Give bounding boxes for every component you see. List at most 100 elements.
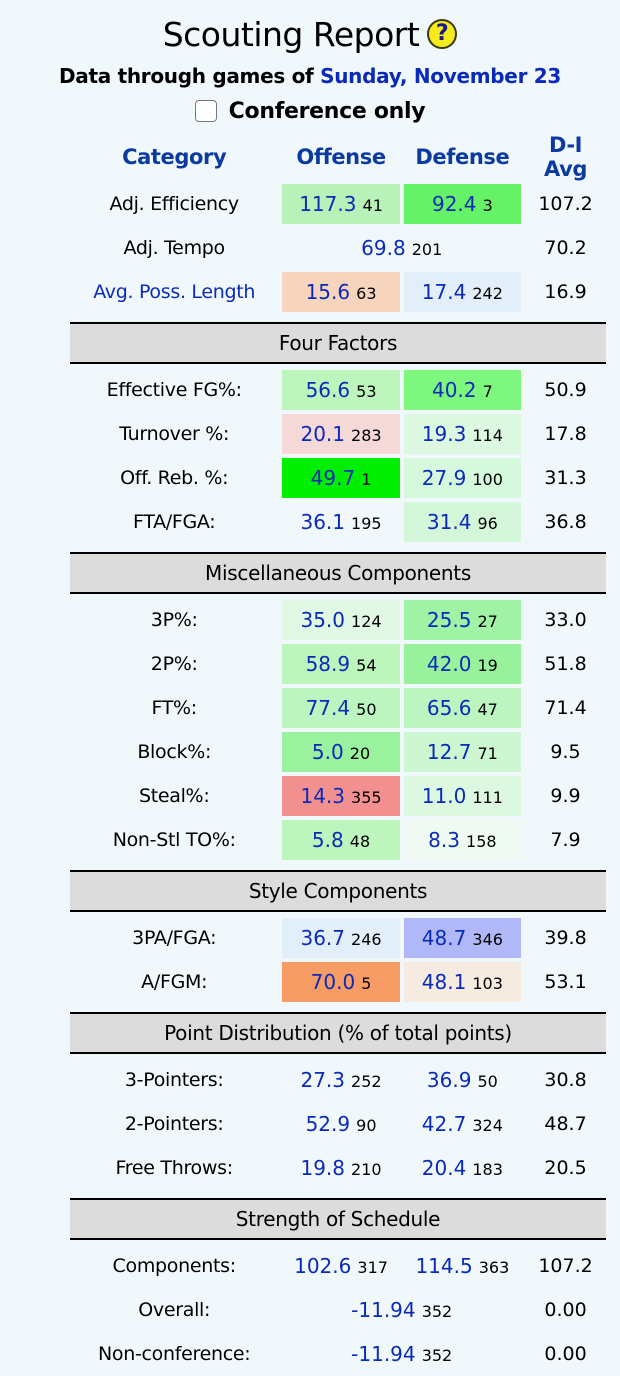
section-header-point-distribution-of-total-points: Point Distribution (% of total points) — [70, 1012, 606, 1054]
stat-value[interactable]: -11.94 — [351, 1342, 416, 1366]
stat-value[interactable]: 36.1 — [300, 510, 345, 534]
stat-value[interactable]: 117.3 — [299, 192, 357, 216]
stat-rank: 63 — [356, 284, 377, 303]
stat-value[interactable]: 52.9 — [305, 1112, 351, 1136]
stat-rank: 50 — [477, 1072, 498, 1091]
stat-value[interactable]: 49.7 — [310, 466, 356, 490]
stat-rank: 27 — [477, 612, 498, 631]
defense-value-cell: 40.2 7 — [403, 368, 522, 412]
stat-value[interactable]: 48.1 — [421, 970, 467, 994]
defense-value-cell: 42.7 324 — [403, 1102, 522, 1146]
defense-value-cell: 12.7 71 — [403, 730, 522, 774]
column-header-d1-avg[interactable]: D-I Avg — [544, 133, 588, 181]
column-header-row: Category Offense Defense D-I Avg — [70, 132, 606, 182]
stat-rank: 352 — [421, 1346, 453, 1365]
column-header-offense[interactable]: Offense — [296, 145, 386, 169]
column-header-category[interactable]: Category — [122, 145, 227, 169]
section-title: Miscellaneous Components — [70, 552, 606, 594]
stat-label: Adj. Efficiency — [70, 182, 279, 226]
question-mark-icon[interactable]: ? — [427, 19, 458, 49]
stat-value[interactable]: 12.7 — [426, 740, 472, 764]
stat-value[interactable]: 36.9 — [426, 1068, 472, 1092]
stat-value[interactable]: 48.7 — [421, 926, 467, 950]
stat-value[interactable]: 69.8 — [361, 236, 406, 260]
stat-value[interactable]: 31.4 — [426, 510, 472, 534]
stat-label[interactable]: Avg. Poss. Length — [70, 270, 279, 314]
d1-avg-value: 0.00 — [525, 1288, 606, 1332]
stat-value[interactable]: 56.6 — [305, 378, 351, 402]
stat-value[interactable]: 42.0 — [426, 652, 472, 676]
stat-value[interactable]: 92.4 — [431, 192, 477, 216]
stat-value[interactable]: 15.6 — [305, 280, 351, 304]
d1-avg-value: 51.8 — [525, 642, 606, 686]
stat-value[interactable]: 27.3 — [300, 1068, 345, 1092]
stat-value[interactable]: 65.6 — [426, 696, 472, 720]
section-title: Four Factors — [70, 322, 606, 364]
offense-value-cell: 52.9 90 — [282, 1102, 400, 1146]
offense-value-cell: 49.7 1 — [282, 456, 400, 500]
section-header-four-factors: Four Factors — [70, 322, 606, 364]
stat-rank: 114 — [472, 426, 503, 445]
stat-rank: 48 — [349, 832, 371, 851]
conference-only-label[interactable]: Conference only — [228, 98, 426, 124]
stat-row-adj-tempo: Adj. Tempo 69.8 201 70.2 — [70, 226, 606, 270]
d1-avg-value: 50.9 — [525, 368, 606, 412]
stat-value[interactable]: -11.94 — [351, 1298, 416, 1322]
stat-value[interactable]: 35.0 — [300, 608, 345, 632]
stat-value[interactable]: 36.7 — [300, 926, 345, 950]
stat-label: Components: — [70, 1244, 279, 1288]
stat-label: 2-Pointers: — [70, 1102, 279, 1146]
section-spacer — [70, 1004, 606, 1012]
stat-rank: 41 — [362, 196, 383, 215]
stat-value[interactable]: 20.1 — [300, 422, 345, 446]
stat-value[interactable]: 40.2 — [431, 378, 477, 402]
stat-value[interactable]: 8.3 — [428, 828, 460, 852]
stat-row-adj-efficiency: Adj. Efficiency 117.3 41 92.4 3 107.2 — [70, 182, 606, 226]
stat-rank: 252 — [351, 1072, 382, 1091]
stat-value[interactable]: 114.5 — [415, 1254, 473, 1278]
stat-value[interactable]: 5.8 — [311, 828, 344, 852]
stat-value[interactable]: 20.4 — [421, 1156, 467, 1180]
stat-rank: 20 — [349, 744, 371, 763]
stat-row-fta-fga: FTA/FGA: 36.1 195 31.4 96 36.8 — [70, 500, 606, 544]
data-through-date-link[interactable]: Sunday, November 23 — [320, 64, 562, 88]
stat-value[interactable]: 102.6 — [294, 1254, 352, 1278]
conference-only-checkbox[interactable] — [194, 100, 217, 122]
stat-rank: 201 — [411, 240, 443, 259]
stat-value[interactable]: 14.3 — [300, 784, 345, 808]
offense-value-cell: 19.8 210 — [282, 1146, 400, 1190]
stat-rank: 90 — [356, 1116, 377, 1135]
conference-only-toggle[interactable]: Conference only — [0, 96, 620, 126]
defense-value-cell: 20.4 183 — [403, 1146, 522, 1190]
stat-value[interactable]: 27.9 — [421, 466, 467, 490]
stat-label: FT%: — [70, 686, 279, 730]
stat-label: Turnover %: — [70, 412, 279, 456]
stat-rank: 324 — [472, 1116, 503, 1135]
stat-value[interactable]: 77.4 — [305, 696, 351, 720]
stat-rank: 363 — [478, 1258, 510, 1277]
scouting-report-table-wrap: Category Offense Defense D-I Avg Adj. Ef… — [66, 132, 610, 1376]
stat-value[interactable]: 70.0 — [310, 970, 356, 994]
spacer-cell — [70, 314, 606, 322]
stat-rank: 47 — [477, 700, 498, 719]
stat-value[interactable]: 58.9 — [305, 652, 351, 676]
section-spacer — [70, 544, 606, 552]
d1-avg-value: 30.8 — [525, 1058, 606, 1102]
section-title: Style Components — [70, 870, 606, 912]
stat-rank: 100 — [472, 470, 503, 489]
combined-value-cell: -11.94 352 — [282, 1288, 522, 1332]
title-row: Scouting Report ? — [0, 0, 620, 56]
column-header-defense[interactable]: Defense — [415, 145, 510, 169]
d1-avg-value: 0.00 — [525, 1332, 606, 1376]
stat-value[interactable]: 17.4 — [421, 280, 467, 304]
stat-value[interactable]: 19.8 — [300, 1156, 345, 1180]
stat-value[interactable]: 25.5 — [426, 608, 472, 632]
defense-value-cell: 48.1 103 — [403, 960, 522, 1004]
stat-rank: 158 — [466, 832, 497, 851]
stat-value[interactable]: 19.3 — [421, 422, 467, 446]
offense-value-cell: 77.4 50 — [282, 686, 400, 730]
stat-value[interactable]: 5.0 — [311, 740, 344, 764]
stat-value[interactable]: 11.0 — [421, 784, 467, 808]
defense-value-cell: 114.5 363 — [403, 1244, 522, 1288]
stat-value[interactable]: 42.7 — [421, 1112, 467, 1136]
